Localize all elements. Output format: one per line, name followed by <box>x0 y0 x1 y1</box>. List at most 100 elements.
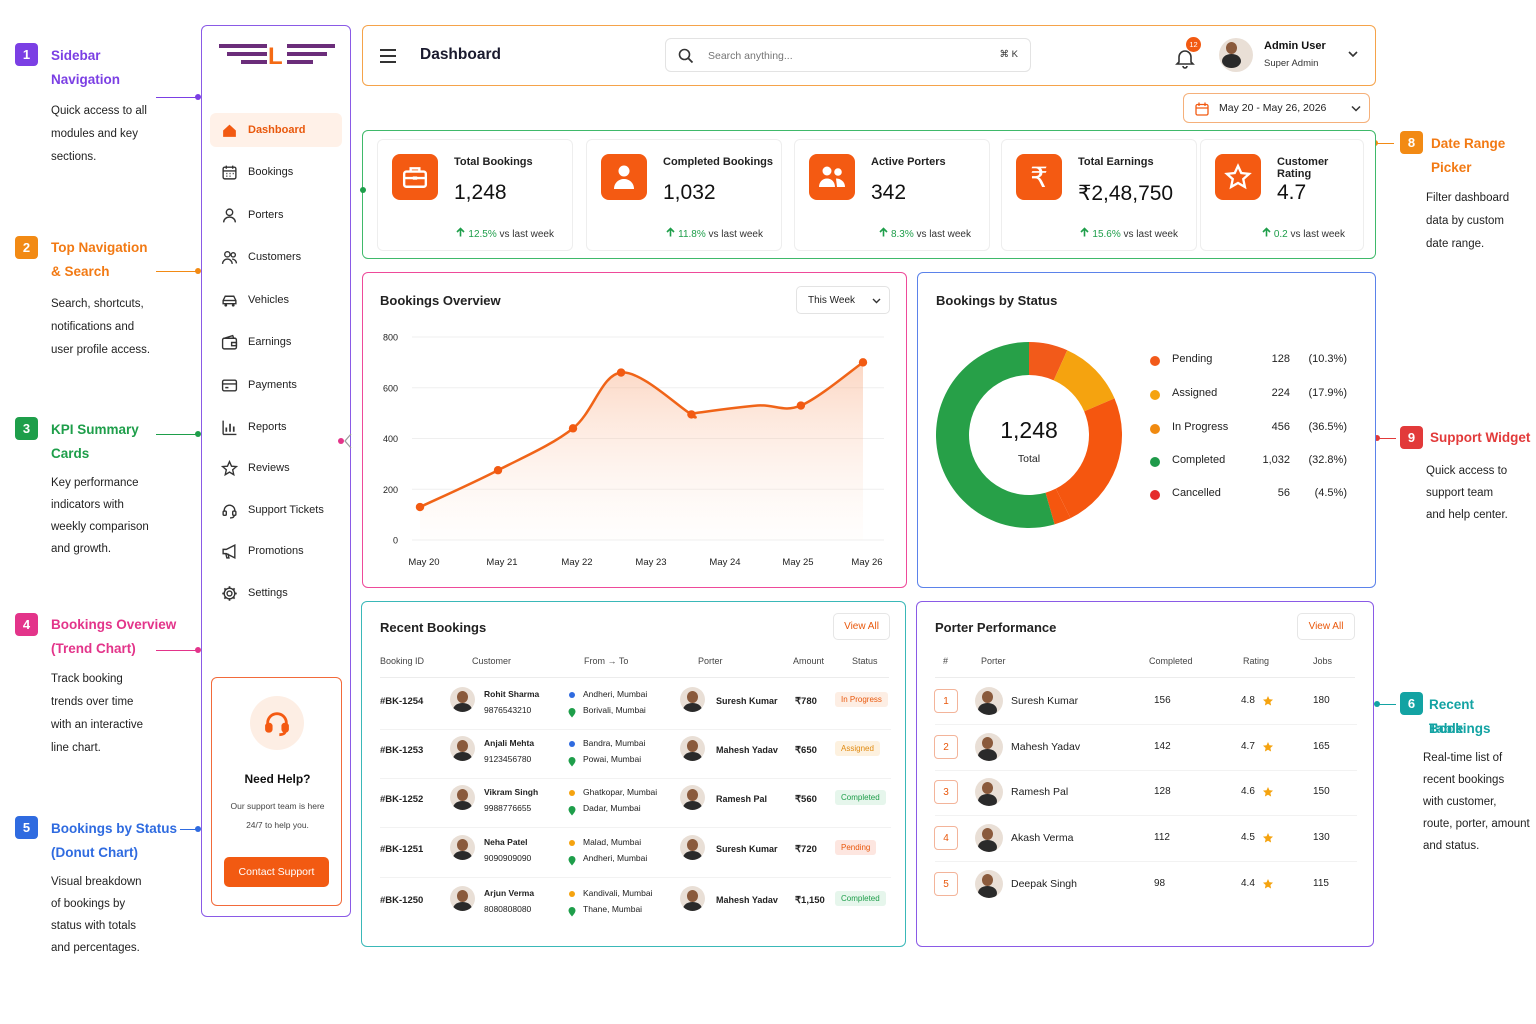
chevron-left-icon <box>344 433 352 449</box>
sidebar-item-vehicles[interactable]: Vehicles <box>210 284 342 316</box>
avatar <box>680 736 705 761</box>
legend-label: In Progress <box>1172 421 1229 433</box>
x-tick-label: May 20 <box>408 557 439 568</box>
table-row[interactable]: #BK-1252 Vikram Singh 9988776655 Ghatkopar,… <box>362 779 907 828</box>
legend-swatch <box>1150 490 1160 500</box>
connector-line <box>1376 438 1396 439</box>
recent-bookings-panel: Recent Bookings View All Booking ID Custo… <box>361 601 906 947</box>
booking-id: #BK-1254 <box>380 696 424 707</box>
search-input[interactable] <box>708 47 958 65</box>
recent-title: Recent Bookings <box>380 620 487 635</box>
table-row[interactable]: 3 Ramesh Pal 128 4.6 150 <box>917 770 1375 816</box>
data-point[interactable] <box>493 466 503 475</box>
data-point[interactable] <box>796 401 806 410</box>
donut-slice-cancelled[interactable] <box>1045 488 1071 525</box>
notification-button[interactable]: 12 <box>1171 37 1201 70</box>
help-text: 24/7 to help you. <box>246 820 309 830</box>
view-all-porters-button[interactable]: View All <box>1297 613 1355 640</box>
avatar[interactable] <box>1219 38 1253 72</box>
data-point[interactable] <box>687 410 696 419</box>
table-row[interactable]: 2 Mahesh Yadav 142 4.7 165 <box>917 725 1375 771</box>
legend-swatch <box>1150 424 1160 434</box>
kpi-label: Total Earnings <box>1078 156 1154 168</box>
annotation-desc: with an interactive <box>51 719 144 731</box>
kpi-card[interactable]: Customer Rating 4.7 0.2 vs last week <box>1200 139 1364 251</box>
annotation-title: KPI Summary <box>51 422 139 437</box>
table-row[interactable]: #BK-1253 Anjali Mehta 9123456780 Bandra, Mu… <box>362 730 907 779</box>
route-from: Kandivali, Mumbai <box>583 888 653 898</box>
booking-id: #BK-1252 <box>380 794 424 805</box>
table-row[interactable]: 4 Akash Verma 112 4.5 130 <box>917 816 1375 862</box>
donut-slice-completed[interactable] <box>936 342 1055 528</box>
chevron-down-icon[interactable] <box>1347 50 1359 60</box>
kpi-change-value: 0.2 <box>1273 229 1288 240</box>
contact-support-button[interactable]: Contact Support <box>224 857 329 887</box>
sidebar-item-dashboard[interactable]: Dashboard <box>210 113 342 147</box>
route-to: Borivali, Mumbai <box>583 705 646 715</box>
avatar <box>680 687 705 712</box>
data-point[interactable] <box>616 368 626 377</box>
data-point[interactable] <box>568 424 578 433</box>
menu-icon[interactable] <box>380 48 398 64</box>
route-to: Powai, Mumbai <box>583 754 642 764</box>
donut-slice-pending[interactable] <box>1029 342 1068 381</box>
kpi-card[interactable]: Active Porters 342 8.3% vs last week <box>794 139 990 251</box>
star-icon <box>210 459 248 477</box>
calendar-icon <box>210 164 248 181</box>
annotation-desc: status with totals <box>51 920 137 932</box>
table-row[interactable]: 5 Deepak Singh 98 4.4 115 <box>917 862 1375 906</box>
search-bar[interactable]: ⌘ K <box>665 38 1031 72</box>
map-pin-icon <box>568 904 576 922</box>
kpi-value: 1,248 <box>454 181 507 204</box>
annotation-title: Bookings by Status <box>51 821 178 836</box>
annotation-title: Support Widget <box>1430 430 1531 445</box>
table-header: Jobs <box>1313 656 1333 666</box>
table-row[interactable]: #BK-1251 Neha Patel 9090909090 Malad, Mumba… <box>362 829 907 878</box>
sidebar-item-reports[interactable]: Reports <box>210 411 342 443</box>
view-all-bookings-button[interactable]: View All <box>833 613 890 640</box>
sidebar-item-earnings[interactable]: Earnings <box>210 326 342 358</box>
annotation-desc: and percentages. <box>51 942 140 954</box>
x-tick-label: May 25 <box>782 557 813 568</box>
legend-percent: (10.3%) <box>1308 353 1347 365</box>
data-point[interactable] <box>415 502 425 512</box>
table-row[interactable]: #BK-1254 Rohit Sharma 9876543210 Andheri, M… <box>362 681 907 730</box>
kpi-card[interactable]: Completed Bookings 1,032 11.8% vs last wee… <box>586 139 782 251</box>
avatar <box>450 736 475 761</box>
annotation-desc: recent bookings <box>1423 774 1505 786</box>
date-range-picker[interactable]: May 20 - May 26, 2026 <box>1183 93 1370 123</box>
series-line <box>419 361 864 509</box>
sidebar-item-porters[interactable]: Porters <box>210 199 342 231</box>
data-point[interactable] <box>858 358 868 367</box>
annotation-desc: of bookings by <box>51 898 126 910</box>
sidebar-item-bookings[interactable]: Bookings <box>210 156 342 188</box>
sidebar-item-customers[interactable]: Customers <box>210 241 342 273</box>
sidebar-item-settings[interactable]: Settings <box>210 577 342 609</box>
connector-dot <box>195 268 201 274</box>
logo[interactable]: L <box>219 42 335 72</box>
map-pin-icon <box>568 705 576 723</box>
status-badge: In Progress <box>835 692 888 707</box>
legend-swatch <box>1150 356 1160 366</box>
period-select[interactable]: This Week <box>796 286 890 314</box>
table-row[interactable]: 1 Suresh Kumar 156 4.8 180 <box>917 679 1375 725</box>
user-icon <box>601 154 647 200</box>
customer-name: Rohit Sharma <box>484 689 540 699</box>
connector-line <box>1372 143 1394 144</box>
kpi-change: 12.5% vs last week <box>456 227 554 240</box>
sidebar-item-reviews[interactable]: Reviews <box>210 452 342 484</box>
amount: ₹1,150 <box>795 895 825 906</box>
porter-name: Ramesh Pal <box>716 794 768 804</box>
donut-slice-in-progress[interactable] <box>1055 398 1122 519</box>
kpi-change: 8.3% vs last week <box>879 227 971 240</box>
kpi-card[interactable]: ₹ Total Earnings ₹2,48,750 15.6% vs last we… <box>1001 139 1197 251</box>
route-from: Andheri, Mumbai <box>583 689 648 699</box>
sidebar-item-support-tickets[interactable]: Support Tickets <box>210 494 342 526</box>
porter-performance-panel: Porter Performance View All # Porter Compl… <box>916 601 1374 947</box>
table-header: # <box>943 656 949 666</box>
table-row[interactable]: #BK-1250 Arjun Verma 8080808080 Kandivali, … <box>362 880 907 926</box>
sidebar-item-payments[interactable]: Payments <box>210 369 342 401</box>
donut-slice-assigned[interactable] <box>1053 350 1115 412</box>
kpi-card[interactable]: Total Bookings 1,248 12.5% vs last week <box>377 139 573 251</box>
sidebar-item-promotions[interactable]: Promotions <box>210 535 342 567</box>
